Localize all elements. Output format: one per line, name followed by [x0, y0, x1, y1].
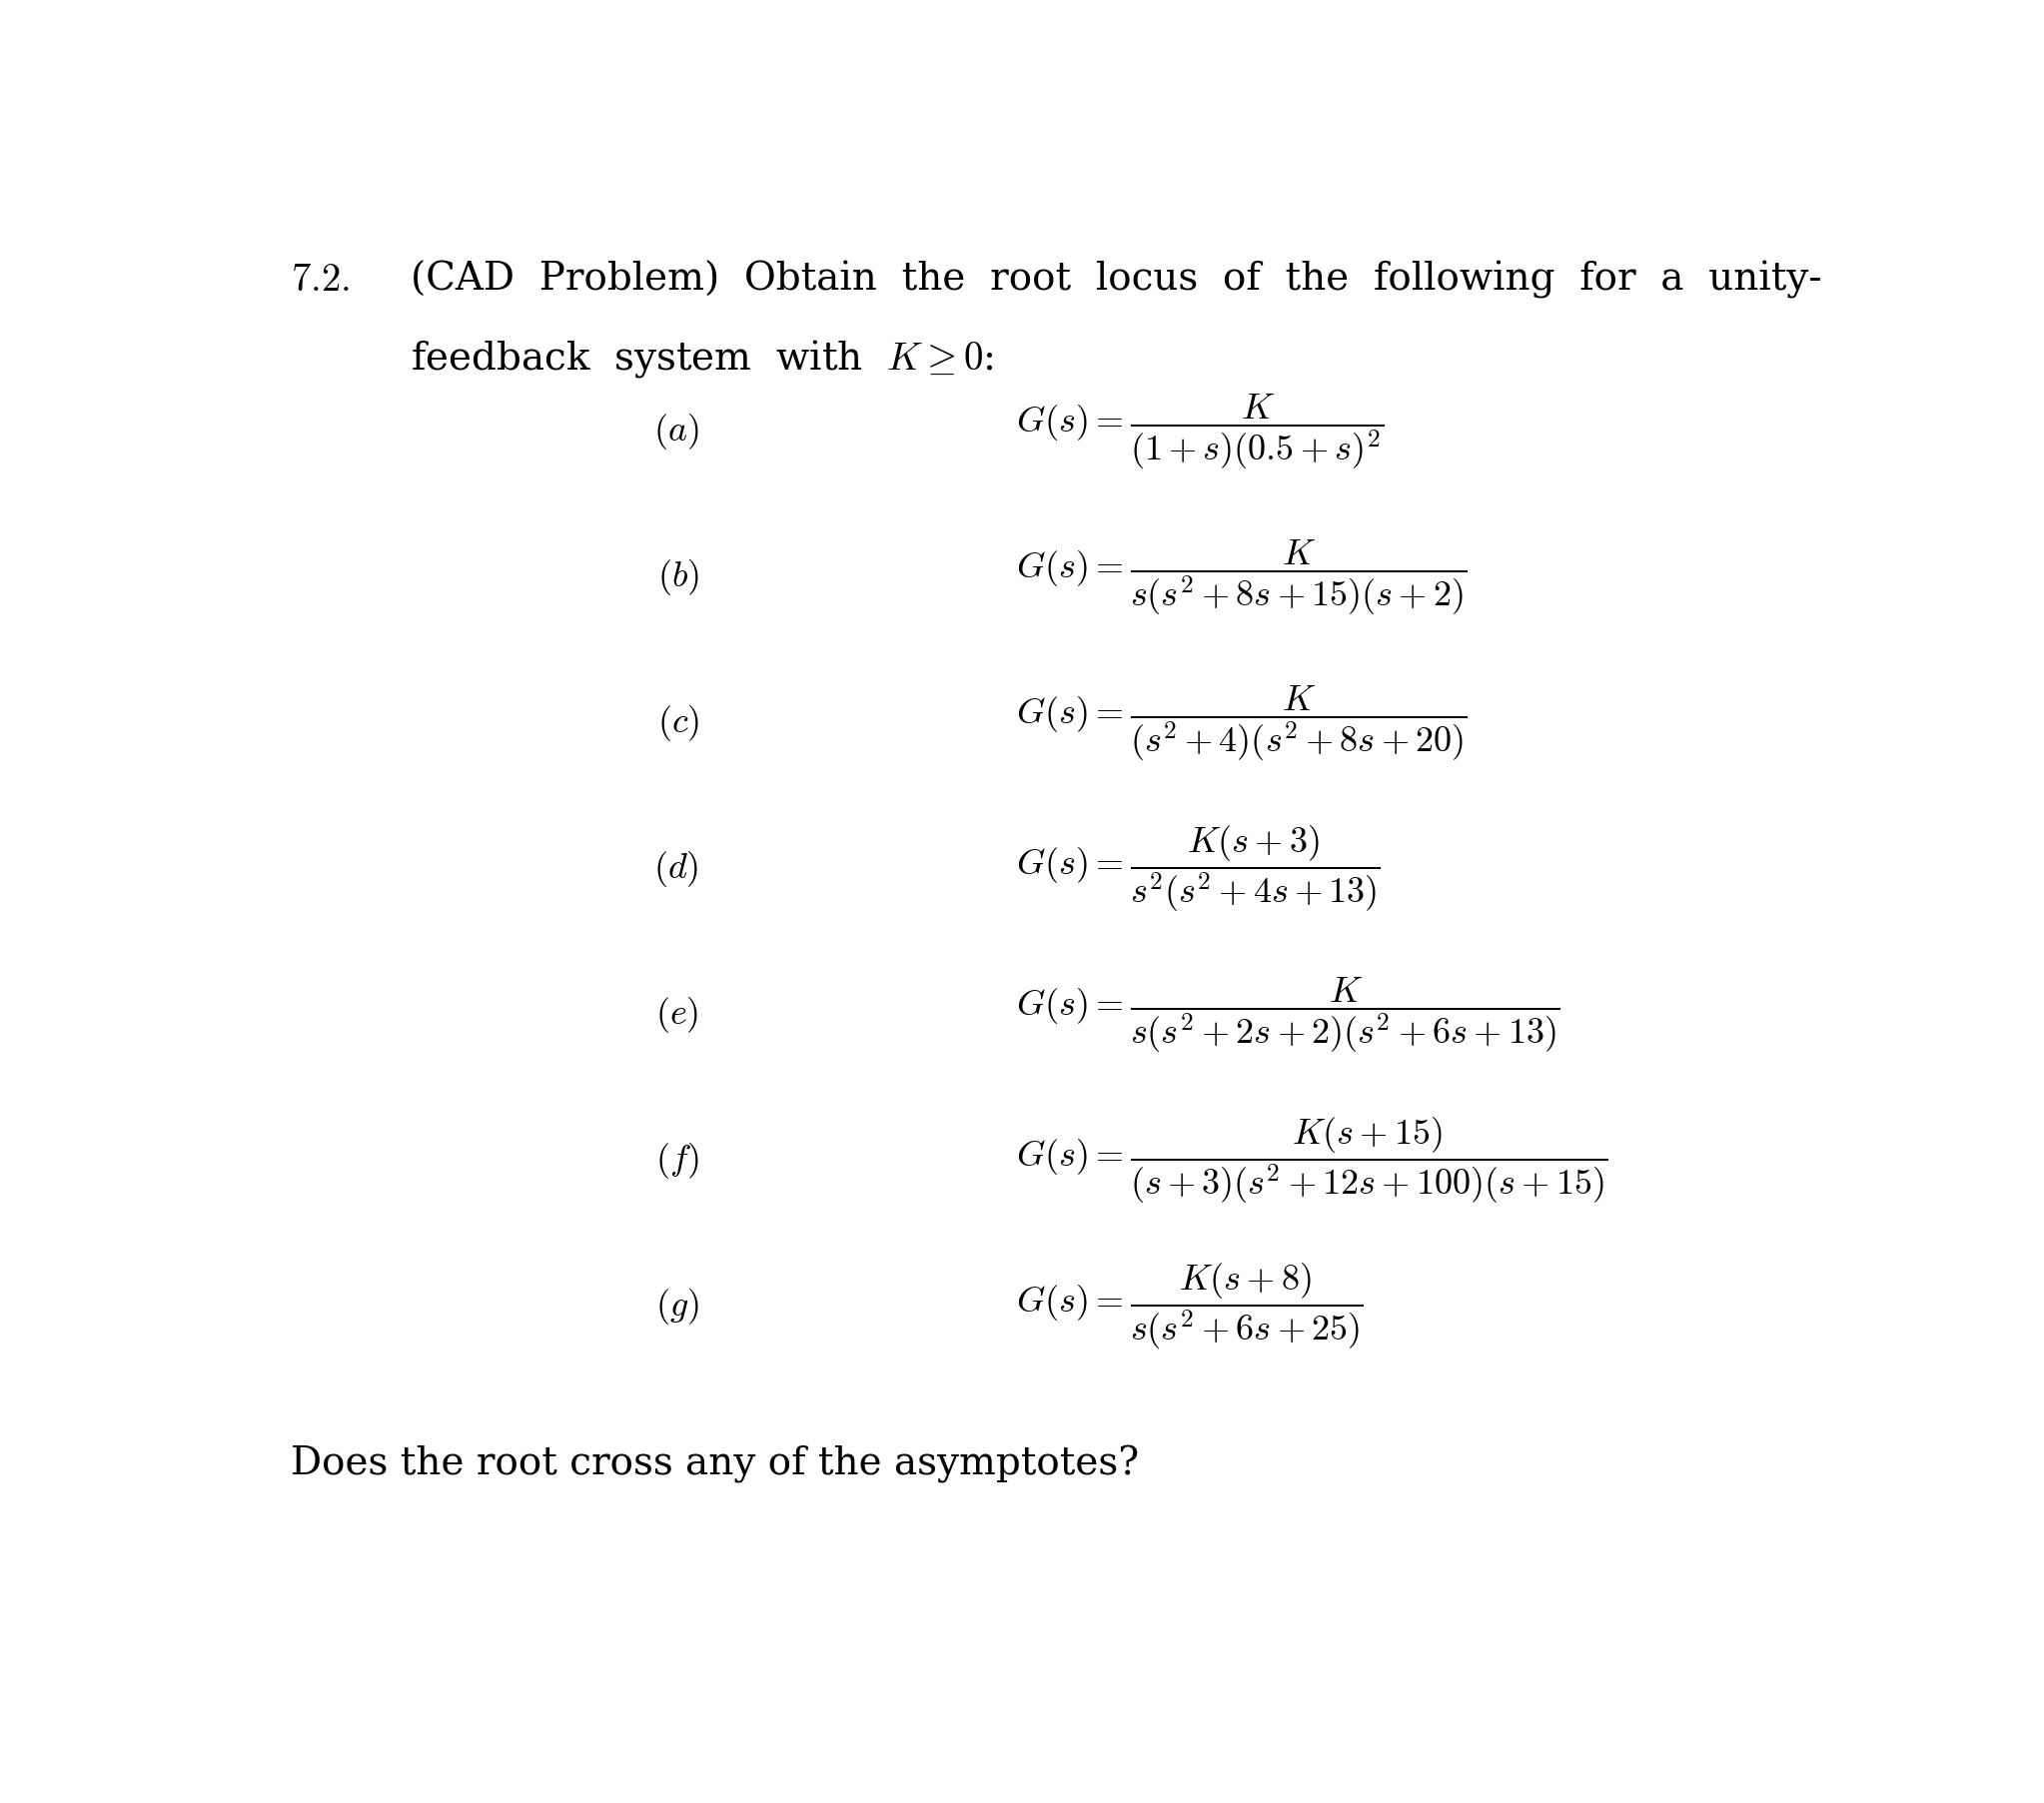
Text: $(c)$: $(c)$ [656, 703, 699, 743]
Text: $(d)$: $(d)$ [654, 849, 699, 889]
Text: $G(s) = \dfrac{K}{(1+s)(0.5+s)^2}$: $G(s) = \dfrac{K}{(1+s)(0.5+s)^2}$ [1016, 391, 1384, 471]
Text: (CAD  Problem)  Obtain  the  root  locus  of  the  following  for  a  unity-: (CAD Problem) Obtain the root locus of t… [411, 261, 1821, 299]
Text: $G(s) = \dfrac{K}{s(s^2+8s+15)(s+2)}$: $G(s) = \dfrac{K}{s(s^2+8s+15)(s+2)}$ [1016, 537, 1468, 617]
Text: $(e)$: $(e)$ [656, 995, 699, 1035]
Text: feedback  system  with  $K\geq 0$:: feedback system with $K\geq 0$: [411, 337, 993, 379]
Text: $G(s) = \dfrac{K(s+3)}{s^2(s^2+4s+13)}$: $G(s) = \dfrac{K(s+3)}{s^2(s^2+4s+13)}$ [1016, 824, 1380, 914]
Text: Does the root cross any of the asymptotes?: Does the root cross any of the asymptote… [290, 1444, 1139, 1484]
Text: $G(s) = \dfrac{K}{s(s^2+2s+2)(s^2+6s+13)}$: $G(s) = \dfrac{K}{s(s^2+2s+2)(s^2+6s+13)… [1016, 975, 1560, 1055]
Text: $\mathbf{7.2.}$: $\mathbf{7.2.}$ [290, 261, 350, 299]
Text: $(g)$: $(g)$ [656, 1286, 699, 1327]
Text: $(f)$: $(f)$ [654, 1141, 699, 1181]
Text: $G(s) = \dfrac{K}{(s^2+4)(s^2+8s+20)}$: $G(s) = \dfrac{K}{(s^2+4)(s^2+8s+20)}$ [1016, 683, 1468, 763]
Text: $(a)$: $(a)$ [654, 411, 699, 451]
Text: $G(s) = \dfrac{K(s+8)}{s(s^2+6s+25)}$: $G(s) = \dfrac{K(s+8)}{s(s^2+6s+25)}$ [1016, 1260, 1363, 1352]
Text: $(b)$: $(b)$ [656, 557, 699, 597]
Text: $G(s) = \dfrac{K(s+15)}{(s+3)(s^2+12s+100)(s+15)}$: $G(s) = \dfrac{K(s+15)}{(s+3)(s^2+12s+10… [1016, 1114, 1609, 1206]
